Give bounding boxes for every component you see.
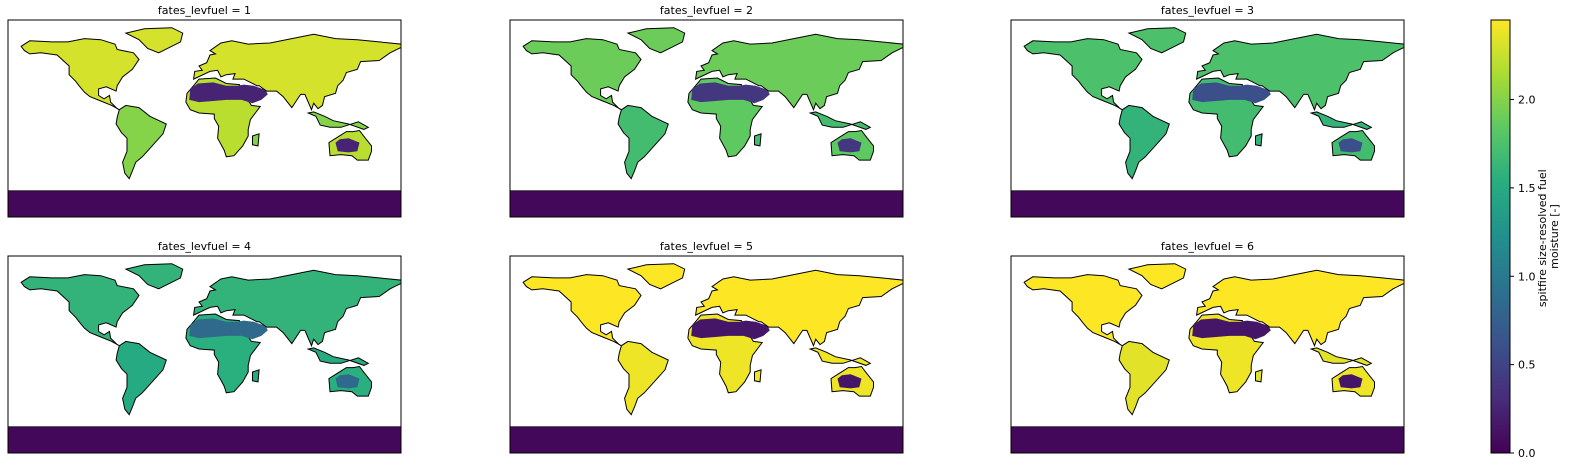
- australia-interior-cells: [335, 374, 360, 389]
- southeast-asia-islands-cells: [306, 347, 370, 366]
- eurasia-cells: [192, 269, 402, 348]
- colorbar-label-line2: moisture [-]: [1548, 204, 1561, 269]
- map-panel-3: fates_levfuel = 3: [1010, 4, 1405, 218]
- south-america-cells: [115, 340, 167, 416]
- panel-title: fates_levfuel = 2: [660, 4, 753, 17]
- antarctica-cells: [8, 426, 401, 453]
- colorbar-tick-label: 2.0: [1518, 94, 1536, 107]
- sahara-arabia-cells: [691, 82, 770, 104]
- antarctica-cells: [1011, 426, 1404, 453]
- greenland-cells: [124, 27, 184, 54]
- eurasia-cells: [694, 269, 904, 348]
- panel-title: fates_levfuel = 6: [1161, 240, 1254, 253]
- madagascar-cells: [1255, 369, 1263, 383]
- antarctica-cells: [8, 190, 401, 217]
- north-america-cells: [1023, 274, 1143, 347]
- sahara-arabia-cells: [691, 318, 770, 340]
- colorbar-label-line1: spitfire size-resolved fuel: [1536, 169, 1549, 307]
- madagascar-cells: [754, 133, 762, 147]
- panel-title: fates_levfuel = 1: [158, 4, 251, 17]
- panel-title: fates_levfuel = 4: [158, 240, 251, 253]
- sahara-arabia-cells: [1192, 82, 1271, 104]
- greenland-cells: [1127, 27, 1187, 54]
- eurasia-cells: [694, 33, 904, 112]
- north-america-cells: [20, 274, 140, 347]
- north-america-cells: [522, 38, 642, 111]
- antarctica-cells: [510, 426, 903, 453]
- madagascar-cells: [754, 369, 762, 383]
- eurasia-cells: [1195, 33, 1405, 112]
- map-panel-6: fates_levfuel = 6: [1010, 240, 1405, 454]
- map-panel-5: fates_levfuel = 5: [509, 240, 904, 454]
- colorbar-gradient: [1490, 19, 1511, 454]
- madagascar-cells: [252, 369, 260, 383]
- map-frame: [7, 255, 402, 454]
- colorbar: spitfire size-resolved fuel moisture [-]…: [1490, 19, 1561, 460]
- map-frame: [509, 19, 904, 218]
- south-america-cells: [1118, 104, 1170, 180]
- colorbar-label: spitfire size-resolved fuel moisture [-]: [1536, 166, 1561, 307]
- map-panel-1: fates_levfuel = 1: [7, 4, 402, 218]
- colorbar-tick-label: 1.5: [1518, 182, 1536, 195]
- map-panel-2: fates_levfuel = 2: [509, 4, 904, 218]
- colorbar-tick-label: 1.0: [1518, 270, 1536, 283]
- panel-title: fates_levfuel = 3: [1161, 4, 1254, 17]
- greenland-cells: [1127, 263, 1187, 290]
- panel-title: fates_levfuel = 5: [660, 240, 753, 253]
- sahara-arabia-cells: [1192, 318, 1271, 340]
- greenland-cells: [626, 27, 686, 54]
- madagascar-cells: [252, 133, 260, 147]
- sahara-arabia-cells: [189, 318, 268, 340]
- map-frame: [7, 19, 402, 218]
- antarctica-cells: [1011, 190, 1404, 217]
- sahara-arabia-cells: [189, 82, 268, 104]
- colorbar-tick-label: 0.0: [1518, 447, 1536, 460]
- australia-interior-cells: [335, 138, 360, 153]
- australia-interior-cells: [837, 374, 862, 389]
- map-frame: [509, 255, 904, 454]
- southeast-asia-islands-cells: [808, 347, 872, 366]
- greenland-cells: [124, 263, 184, 290]
- australia-interior-cells: [837, 138, 862, 153]
- map-panels: fates_levfuel = 1 fates_levfuel = 2 fates_…: [7, 4, 1405, 454]
- eurasia-cells: [1195, 269, 1405, 348]
- north-america-cells: [20, 38, 140, 111]
- north-america-cells: [522, 274, 642, 347]
- antarctica-cells: [510, 190, 903, 217]
- map-frame: [1010, 255, 1405, 454]
- southeast-asia-islands-cells: [1309, 111, 1373, 130]
- southeast-asia-islands-cells: [306, 111, 370, 130]
- australia-interior-cells: [1338, 138, 1363, 153]
- greenland-cells: [626, 263, 686, 290]
- eurasia-cells: [192, 33, 402, 112]
- south-america-cells: [115, 104, 167, 180]
- southeast-asia-islands-cells: [808, 111, 872, 130]
- southeast-asia-islands-cells: [1309, 347, 1373, 366]
- south-america-cells: [617, 104, 669, 180]
- colorbar-tick-label: 0.5: [1518, 359, 1536, 372]
- south-america-cells: [617, 340, 669, 416]
- madagascar-cells: [1255, 133, 1263, 147]
- south-america-cells: [1118, 340, 1170, 416]
- map-frame: [1010, 19, 1405, 218]
- north-america-cells: [1023, 38, 1143, 111]
- map-panel-4: fates_levfuel = 4: [7, 240, 402, 454]
- australia-interior-cells: [1338, 374, 1363, 389]
